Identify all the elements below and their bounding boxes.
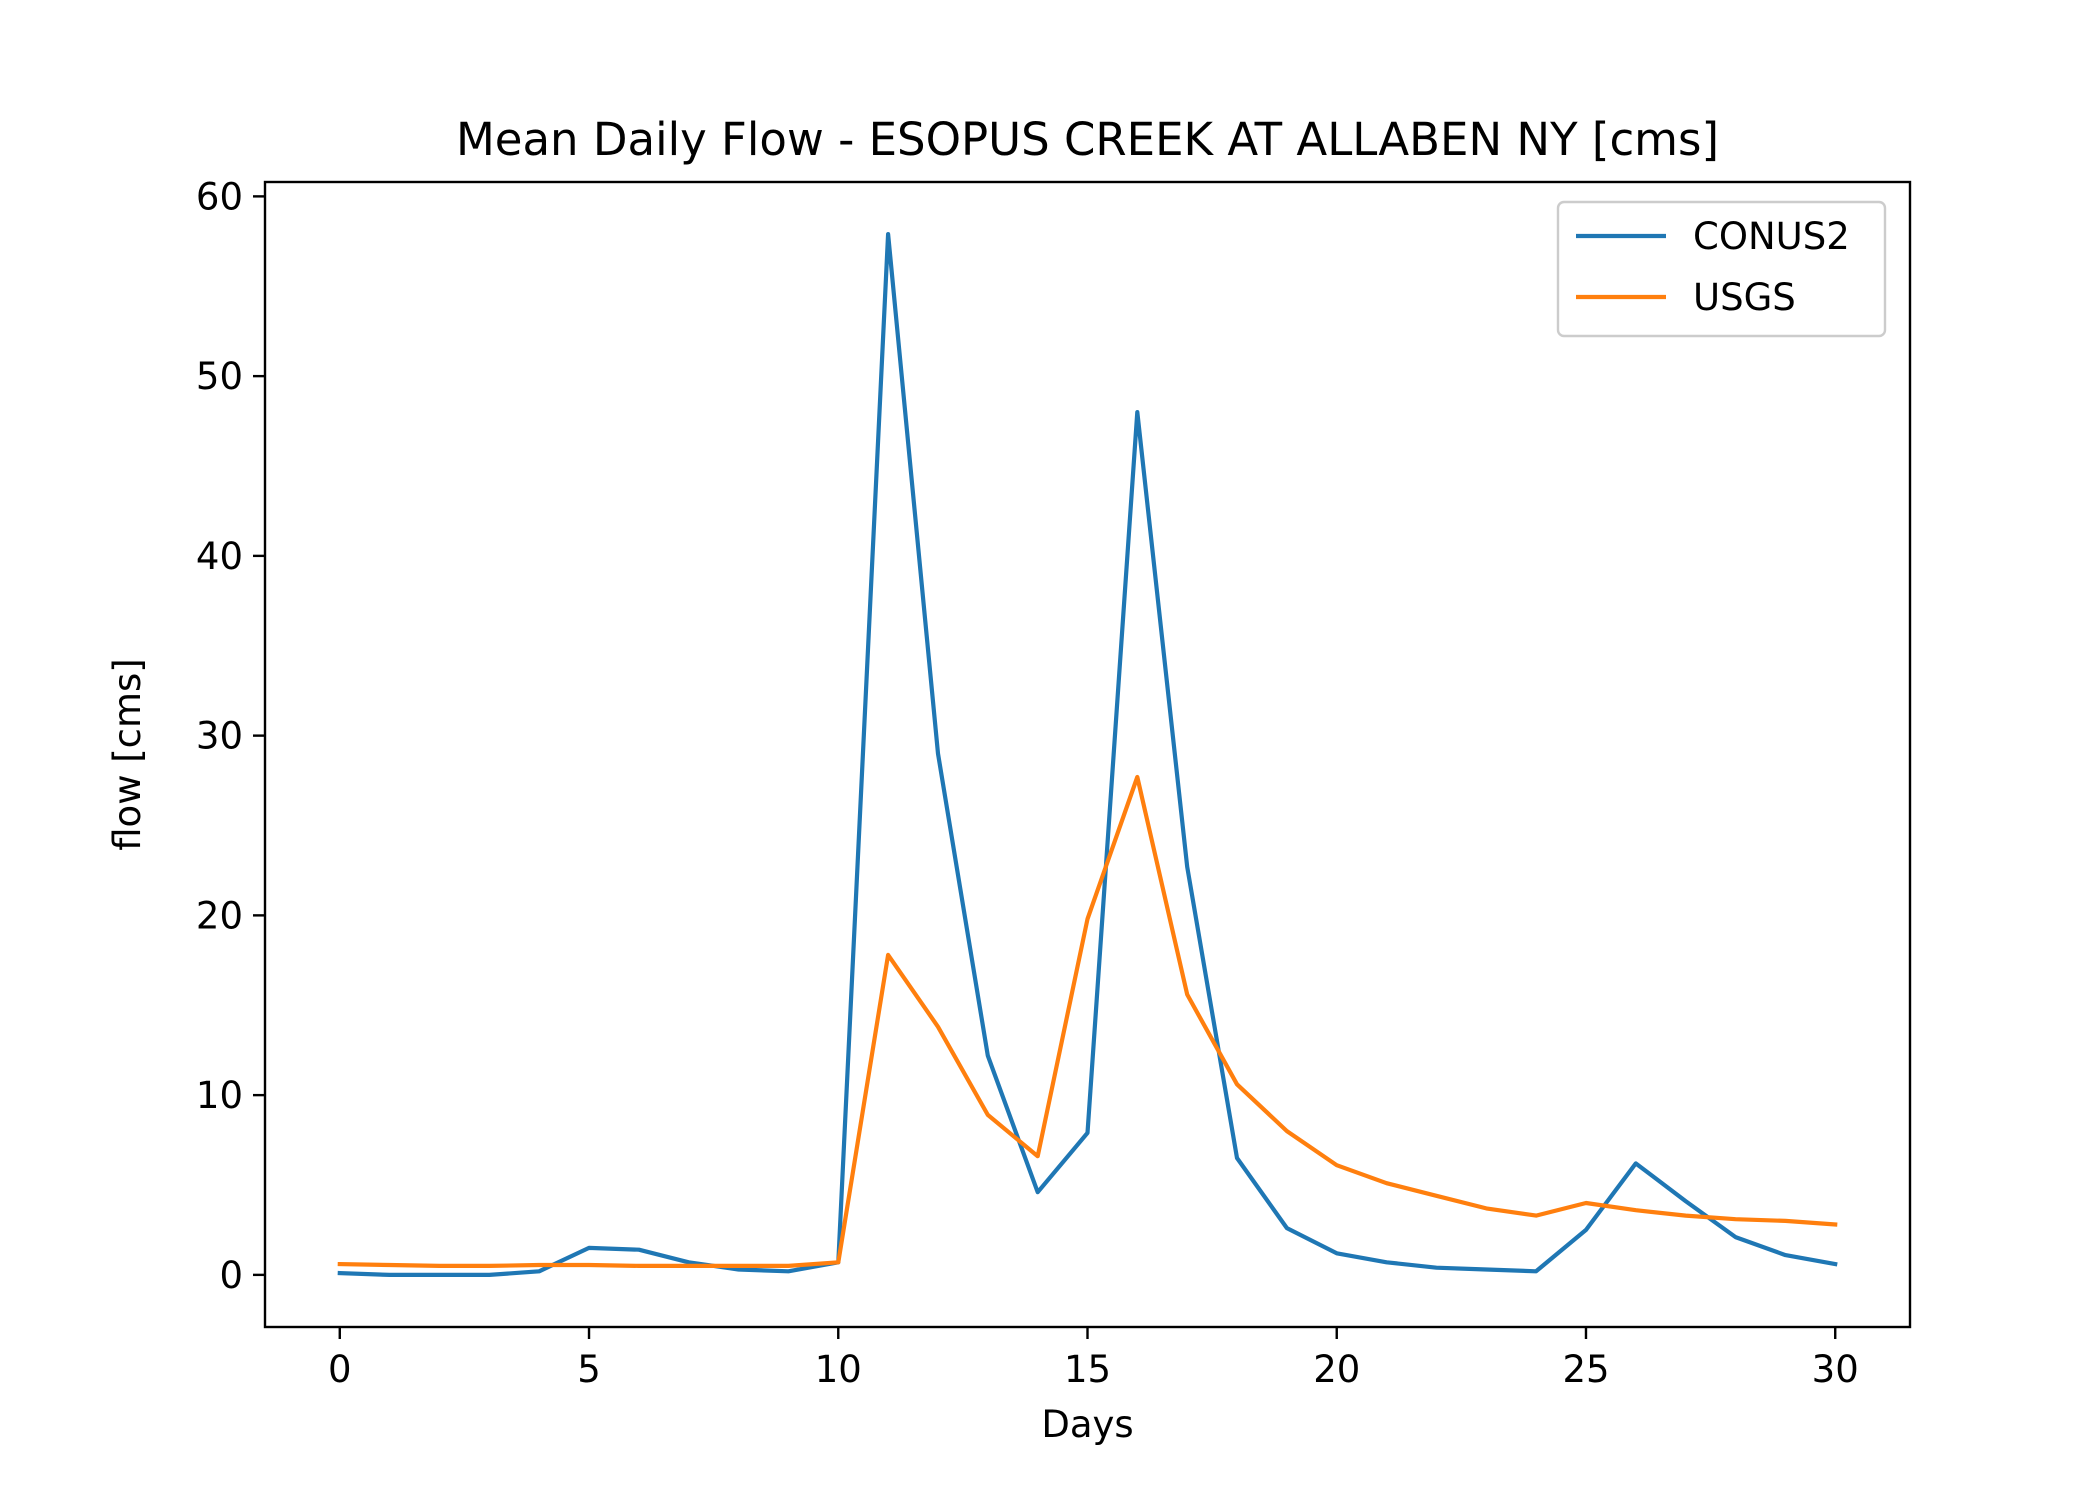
x-tick-label: 5 xyxy=(577,1348,601,1391)
y-tick-label: 50 xyxy=(196,355,243,398)
legend-label-conus2: CONUS2 xyxy=(1693,215,1850,258)
x-tick-label: 25 xyxy=(1562,1348,1609,1391)
legend-label-usgs: USGS xyxy=(1693,276,1796,319)
x-tick-label: 10 xyxy=(815,1348,862,1391)
y-tick-label: 60 xyxy=(196,175,243,218)
y-tick-label: 0 xyxy=(219,1254,243,1297)
series-line-conus2 xyxy=(337,232,1838,1278)
y-axis-ticks: 0 10 20 30 40 50 60 xyxy=(196,175,265,1297)
y-axis-label: flow [cms] xyxy=(106,658,149,851)
series-line-usgs xyxy=(337,774,1838,1269)
x-tick-label: 20 xyxy=(1313,1348,1360,1391)
x-axis-label: Days xyxy=(1041,1403,1133,1446)
y-tick-label: 20 xyxy=(196,894,243,937)
x-tick-label: 0 xyxy=(328,1348,352,1391)
y-tick-label: 40 xyxy=(196,535,243,578)
x-tick-label: 30 xyxy=(1812,1348,1859,1391)
x-tick-label: 15 xyxy=(1064,1348,1111,1391)
legend-items: CONUS2 USGS xyxy=(1576,215,1850,319)
chart-title: Mean Daily Flow - ESOPUS CREEK AT ALLABE… xyxy=(456,113,1719,166)
series-layer xyxy=(337,232,1838,1278)
y-tick-label: 30 xyxy=(196,715,243,758)
x-axis-ticks: 0 5 10 15 20 25 30 xyxy=(328,1327,1859,1391)
y-tick-label: 10 xyxy=(196,1074,243,1117)
legend: CONUS2 USGS xyxy=(1556,200,1887,338)
